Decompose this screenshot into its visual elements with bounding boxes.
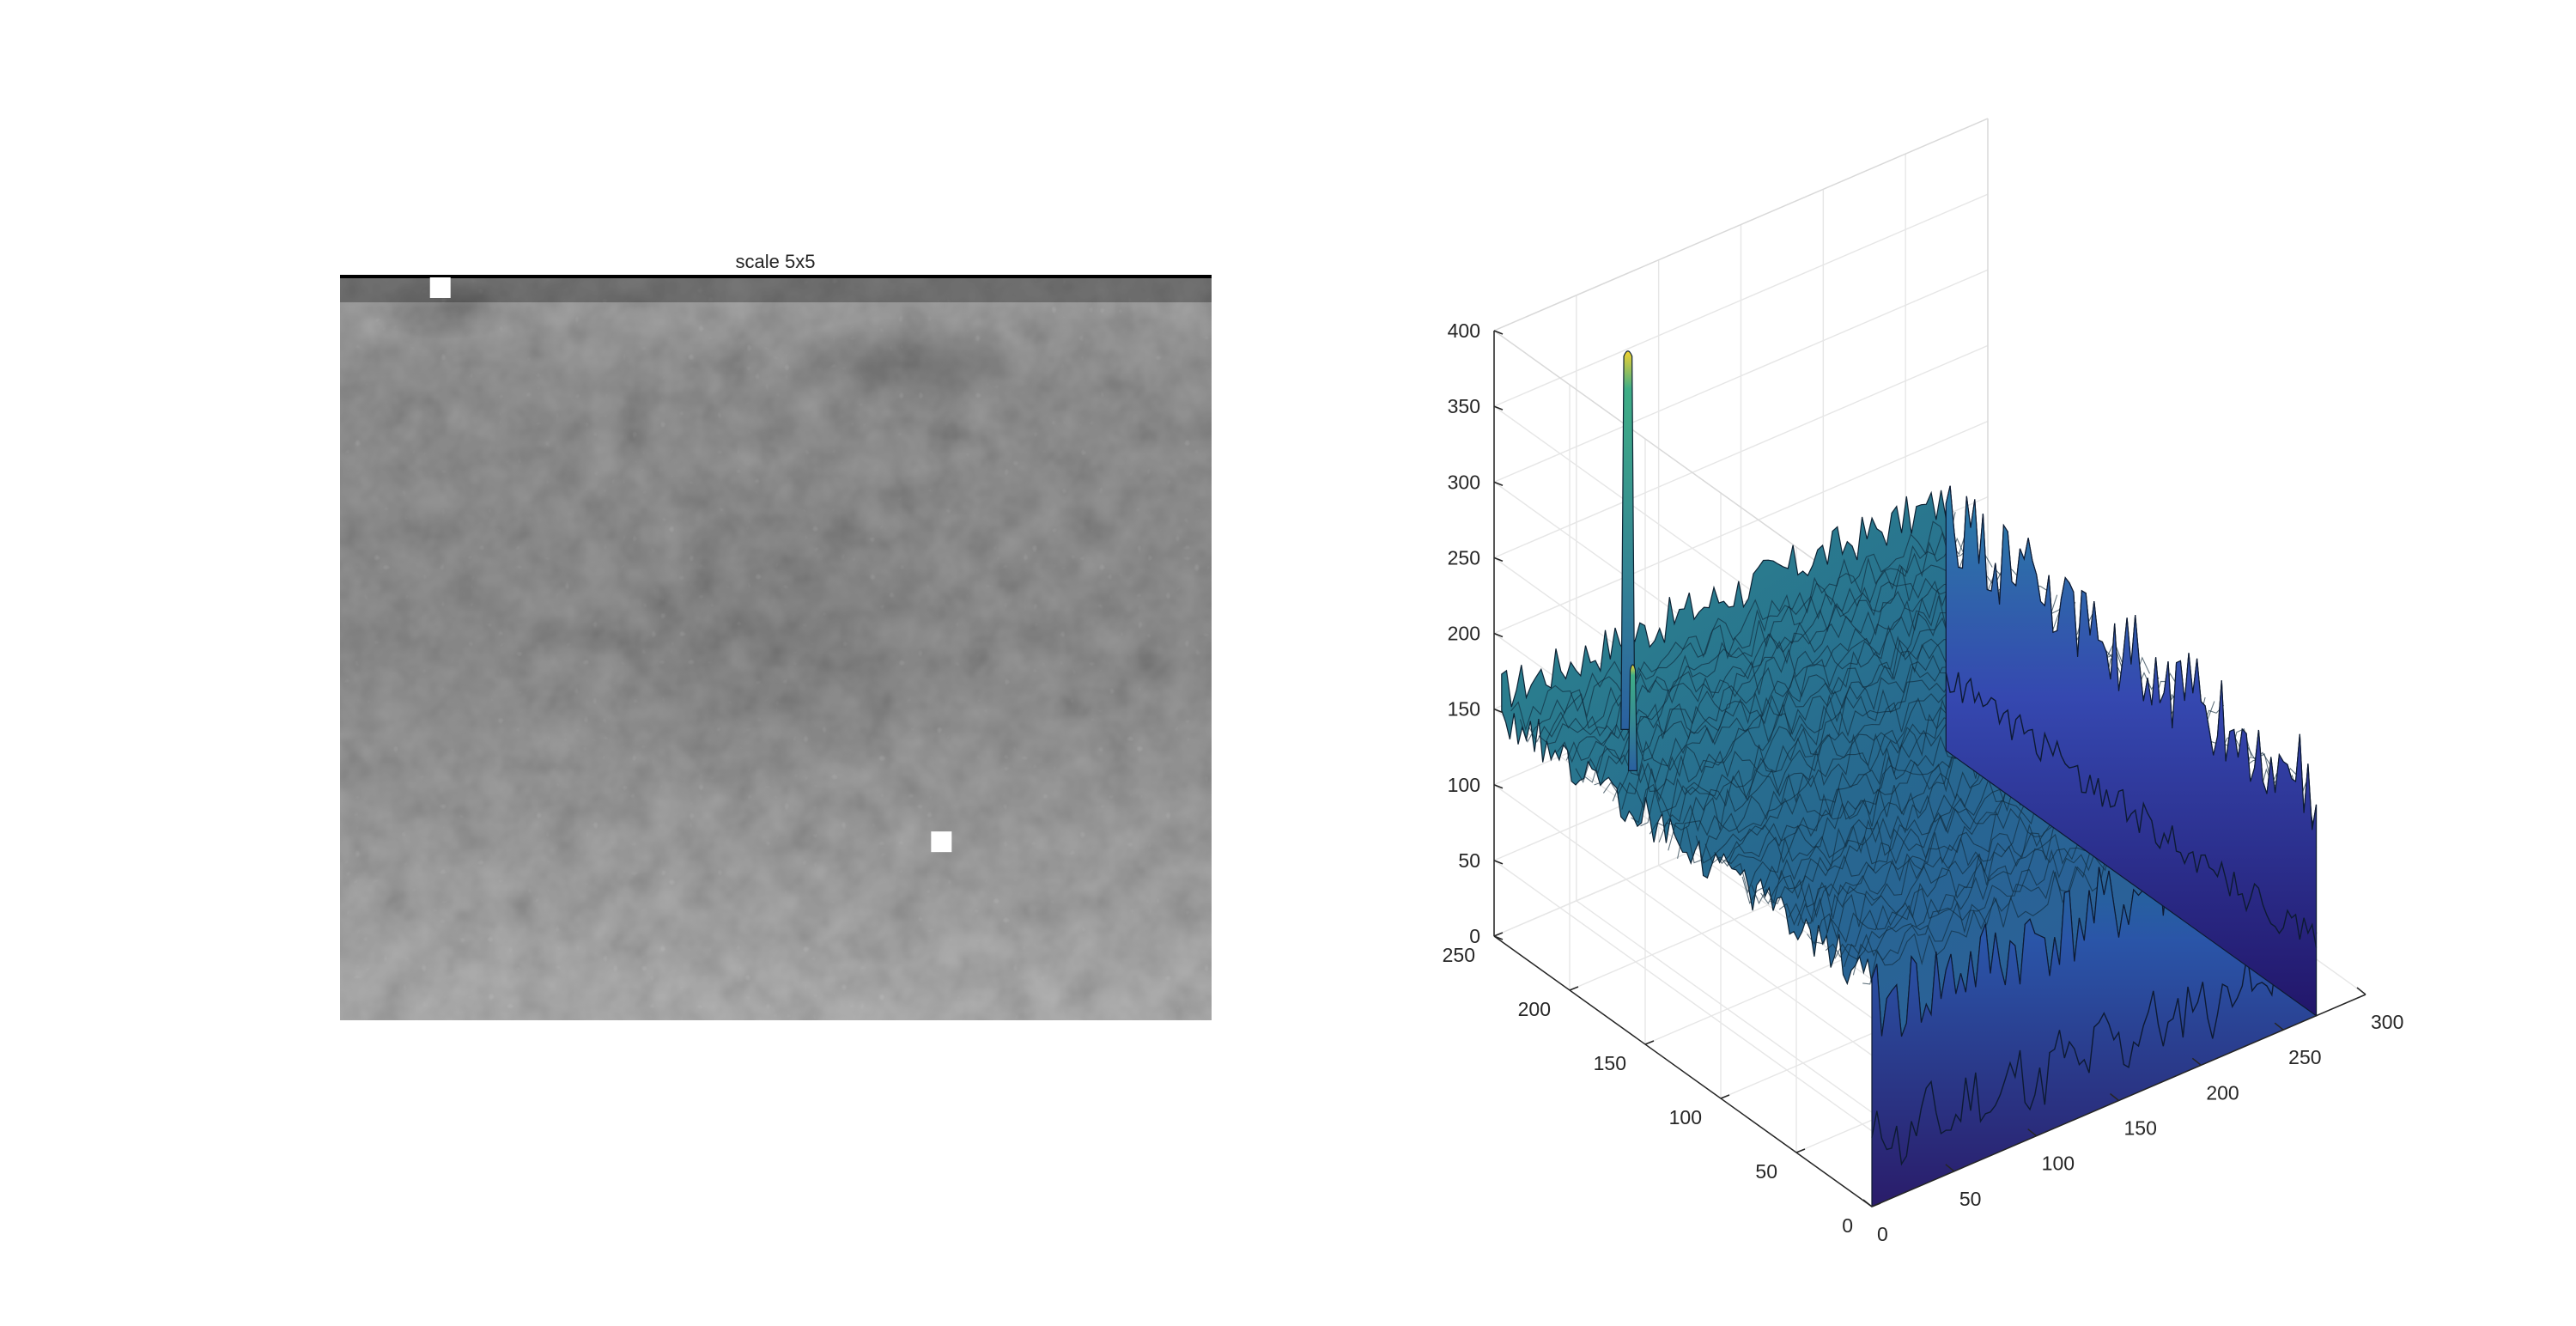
z-tick bbox=[1493, 481, 1504, 486]
z-tick-label: 200 bbox=[1448, 623, 1480, 645]
x-tick bbox=[2356, 987, 2366, 995]
y-tick-label: 50 bbox=[1755, 1160, 1777, 1183]
grid-line bbox=[1493, 344, 1989, 559]
z-tick-label: 300 bbox=[1448, 471, 1480, 493]
x-tick-label: 200 bbox=[2206, 1081, 2239, 1104]
y-tick-label: 150 bbox=[1594, 1052, 1626, 1074]
x-tick bbox=[2027, 1128, 2038, 1137]
surface-mesh-line bbox=[1528, 529, 1975, 744]
image-top-border bbox=[340, 275, 1212, 278]
z-tick bbox=[1493, 935, 1504, 940]
z-tick bbox=[1493, 405, 1504, 411]
x-tick-label: 150 bbox=[2124, 1117, 2157, 1140]
grid-line bbox=[1493, 860, 1873, 1132]
z-tick bbox=[1493, 860, 1504, 865]
image-title: scale 5x5 bbox=[736, 251, 816, 272]
y-tick bbox=[1795, 1148, 1806, 1153]
z-tick-label: 50 bbox=[1458, 849, 1480, 872]
image-bright-spots bbox=[429, 277, 952, 853]
z-tick-label: 0 bbox=[1469, 925, 1480, 947]
y-axis-line bbox=[1493, 935, 1873, 1207]
x-tick bbox=[2191, 1057, 2202, 1066]
x-tick bbox=[2110, 1092, 2119, 1102]
x-tick bbox=[2274, 1022, 2284, 1031]
x-tick bbox=[1862, 1199, 1873, 1207]
z-tick bbox=[1493, 708, 1504, 714]
y-tick bbox=[1720, 1094, 1730, 1099]
z-tick-label: 100 bbox=[1448, 774, 1480, 796]
y-tick bbox=[1569, 986, 1579, 991]
y-tick bbox=[1871, 1202, 1881, 1207]
y-tick-label: 100 bbox=[1669, 1106, 1702, 1128]
z-tick bbox=[1493, 330, 1504, 335]
z-tick-label: 250 bbox=[1448, 546, 1480, 569]
z-tick-label: 150 bbox=[1448, 698, 1480, 721]
x-tick-label: 100 bbox=[2042, 1153, 2075, 1175]
grid-line bbox=[1493, 784, 1873, 1056]
grid-line bbox=[1493, 420, 1989, 635]
box-edge bbox=[1493, 118, 1989, 332]
y-tick-label: 200 bbox=[1518, 998, 1551, 1020]
surface-plot bbox=[1501, 350, 2318, 1207]
y-tick-label: 0 bbox=[1842, 1214, 1853, 1237]
z-tick bbox=[1493, 632, 1504, 638]
x-tick-label: 0 bbox=[1877, 1223, 1888, 1245]
grid-line bbox=[1493, 269, 1989, 483]
surface-mesh-line bbox=[1538, 547, 1984, 743]
x-tick bbox=[1945, 1164, 1955, 1172]
x-tick-label: 300 bbox=[2371, 1011, 2403, 1033]
image-subplot: scale 5x5 bbox=[340, 251, 1212, 1020]
z-tick bbox=[1493, 557, 1504, 563]
surface-right-wall bbox=[1945, 485, 2318, 1017]
box-edge bbox=[1493, 330, 1873, 602]
x-tick-label: 50 bbox=[1959, 1188, 1982, 1210]
z-axis-ticks: 0 50 100 150 200 250 300 350 400 bbox=[1448, 319, 1504, 947]
surface-right-ridge bbox=[1945, 672, 2318, 948]
surface-secondary-peak bbox=[1627, 664, 1638, 771]
surface-peak bbox=[1620, 350, 1636, 730]
surface-front-ridge bbox=[1871, 928, 2318, 1166]
x-axis-ticks: 0 50 100 150 200 250 300 bbox=[1862, 987, 2403, 1245]
surface-mesh-line bbox=[1519, 531, 1965, 743]
z-tick-label: 350 bbox=[1448, 395, 1480, 417]
y-tick bbox=[1644, 1040, 1655, 1045]
bright-spot-0 bbox=[931, 831, 952, 853]
grid-line bbox=[1493, 193, 1989, 407]
y-axis-ticks: 0 50 100 150 200 250 bbox=[1443, 932, 1881, 1237]
bright-spot-1 bbox=[429, 277, 451, 298]
y-tick bbox=[1493, 932, 1504, 937]
z-tick-label: 400 bbox=[1448, 319, 1480, 342]
grayscale-image bbox=[340, 277, 1212, 1020]
y-tick-label: 250 bbox=[1443, 944, 1475, 966]
surface-mesh-line bbox=[1510, 512, 1956, 732]
surface-subplot: 0 50 100 150 200 250 300 350 400 0 50 100 150 200 250… bbox=[1443, 118, 2403, 1245]
z-tick bbox=[1493, 784, 1504, 789]
x-tick-label: 250 bbox=[2288, 1046, 2321, 1068]
